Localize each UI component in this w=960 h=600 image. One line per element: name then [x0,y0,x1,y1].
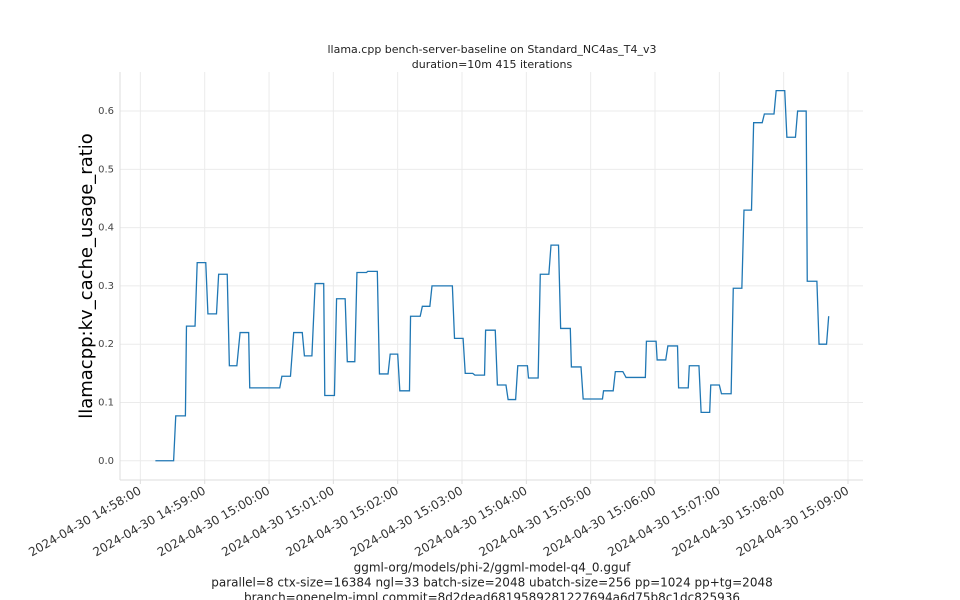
x-tick-label: 2024-04-30 15:04:00 [412,484,529,560]
x-tick-label: 2024-04-30 15:06:00 [541,484,658,560]
x-tick-label: 2024-04-30 15:00:00 [155,484,272,560]
x-tick-label: 2024-04-30 14:58:00 [26,484,143,560]
x-tick-label: 2024-04-30 14:59:00 [91,484,208,560]
x-tick-label: 2024-04-30 15:07:00 [605,484,722,560]
x-tick-label: 2024-04-30 15:08:00 [670,484,787,560]
x-tick-label: 2024-04-30 15:01:00 [219,484,336,560]
chart-subtitle: duration=10m 415 iterations [412,58,573,71]
x-axis-label: branch=openelm-impl commit=8d2dead681958… [244,591,740,600]
y-tick-label: 0.5 [98,164,114,175]
chart-title: llama.cpp bench-server-baseline on Stand… [327,43,656,56]
x-tick-label: 2024-04-30 15:05:00 [477,484,594,560]
y-tick-label: 0.6 [98,106,114,117]
y-tick-label: 0.3 [98,281,114,292]
data-line [155,90,830,462]
x-tick-label: 2024-04-30 15:03:00 [348,484,465,560]
y-tick-label: 0.2 [98,339,114,350]
x-axis-label: parallel=8 ctx-size=16384 ngl=33 batch-s… [211,576,772,590]
y-tick-label: 0.1 [98,397,114,408]
x-tick-label: 2024-04-30 15:09:00 [734,484,851,560]
x-axis-label: ggml-org/models/phi-2/ggml-model-q4_0.gg… [354,561,632,575]
y-tick-label: 0.0 [98,456,114,467]
y-tick-label: 0.4 [98,223,114,234]
y-axis-label: llamacpp:kv_cache_usage_ratio [76,133,97,419]
x-tick-label: 2024-04-30 15:02:00 [284,484,401,560]
